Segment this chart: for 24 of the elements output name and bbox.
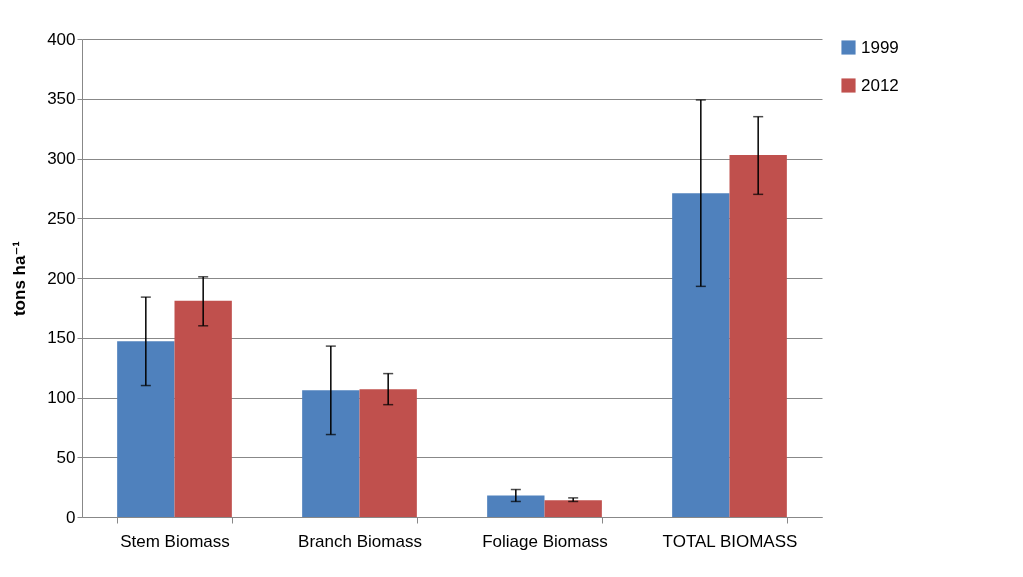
x-tick-label: Foliage Biomass — [482, 531, 608, 551]
legend-label: 2012 — [861, 75, 899, 95]
legend-label: 1999 — [861, 37, 899, 57]
y-tick-label: 150 — [47, 328, 76, 348]
y-tick-label: 250 — [47, 208, 76, 228]
y-tick-label: 350 — [47, 89, 76, 109]
y-tick-label: 100 — [47, 388, 76, 407]
x-tick-label: TOTAL BIOMASS — [662, 531, 798, 551]
y-axis-title: tons ha⁻¹ — [10, 240, 30, 317]
y-tick-label: 0 — [66, 507, 76, 527]
bar — [174, 300, 232, 517]
bar — [544, 500, 602, 517]
bar — [302, 390, 360, 517]
y-tick-label: 400 — [47, 29, 76, 49]
y-tick-label: 50 — [56, 447, 76, 467]
bar — [729, 154, 787, 517]
bar — [487, 495, 545, 517]
y-tick-label: 300 — [47, 149, 76, 168]
y-tick-label: 200 — [47, 268, 76, 288]
bar — [672, 193, 730, 517]
bar — [359, 389, 417, 517]
x-tick-label: Stem Biomass — [120, 531, 230, 551]
bar — [117, 341, 175, 517]
x-tick-label: Branch Biomass — [298, 531, 422, 551]
